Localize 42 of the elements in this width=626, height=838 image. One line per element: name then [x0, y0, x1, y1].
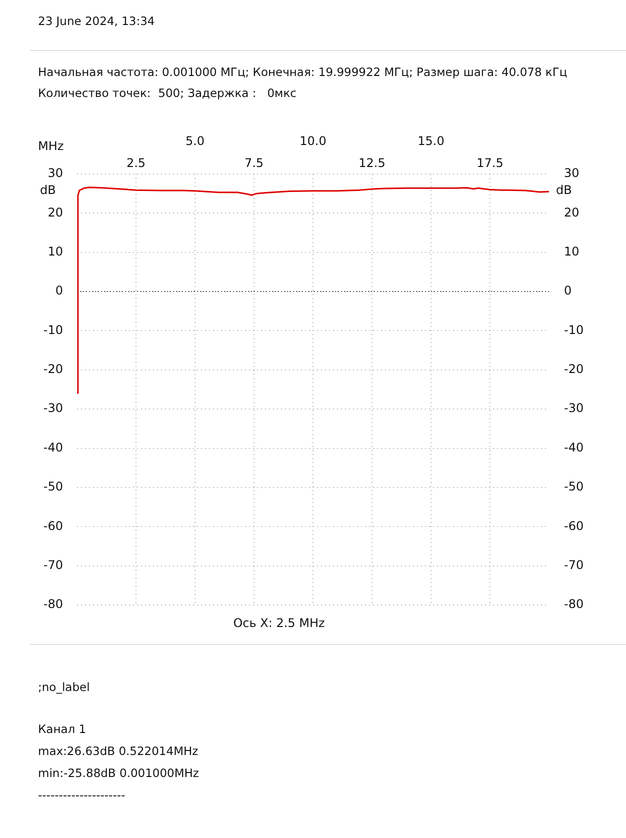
y-tick-label: 0 [55, 284, 63, 298]
y2-tick-label: 10 [564, 244, 580, 258]
y2-axis-title: dB [556, 183, 572, 198]
text: ;no_label [38, 679, 91, 696]
chart-title: 23 June 2024, 13:34 [38, 14, 155, 28]
text: Канал 1 [38, 721, 88, 738]
y-tick-label: -70 [43, 558, 63, 572]
y2-tick-label: -10 [564, 322, 584, 337]
text: Ось X: 2.5 MHz [233, 616, 325, 630]
y-tick-label: -60 [43, 518, 63, 533]
y2-tick-label: -30 [564, 401, 584, 416]
text: max:26.63dB 0.522014MHz [38, 743, 199, 760]
x2-tick-label: 5.0 [185, 134, 205, 148]
chart-subtitle: Начальная частота: 0.001000 МГц; Конечная: 19.999922 МГц; Размер шага: 40.078 кГц Количество точек: 500; Задержка : 0мкс [38, 64, 568, 102]
y2-tick-label: -60 [564, 518, 584, 533]
x-tick-label: 17.5 [476, 156, 504, 170]
y2-tick-label: 30 [564, 166, 580, 180]
y-tick-label: -80 [43, 597, 63, 612]
x2-tick-label: 10.0 [300, 134, 326, 148]
y2-tick-label: -70 [564, 558, 584, 572]
text: min:-25.88dB 0.001000MHz [38, 765, 199, 782]
y2-tick-label: -20 [564, 362, 584, 376]
y-tick-label: 30 [48, 166, 63, 180]
y2-tick-label: -50 [564, 480, 584, 494]
y-axis-title: dB [40, 183, 56, 198]
y2-tick-label: 20 [564, 205, 580, 220]
y-tick-label: -20 [43, 362, 63, 376]
y-tick-label: 10 [48, 244, 63, 258]
y-tick-label: -40 [43, 440, 63, 454]
x-tick-label: 2.5 [126, 156, 146, 170]
y2-tick-label: -80 [564, 597, 584, 612]
x-tick-label: 7.5 [244, 156, 264, 170]
x2-tick-label: 15.0 [418, 134, 444, 148]
y-tick-label: -30 [43, 401, 63, 416]
y2-tick-label: -40 [564, 440, 584, 454]
x-axis-title: MHz [38, 139, 64, 154]
text: --------------------- [38, 787, 126, 804]
y-tick-label: -50 [43, 480, 63, 494]
x-tick-label: 12.5 [358, 156, 386, 170]
y-tick-label: -10 [43, 322, 63, 337]
y-tick-label: 20 [48, 205, 63, 220]
y2-tick-label: 0 [564, 284, 572, 298]
